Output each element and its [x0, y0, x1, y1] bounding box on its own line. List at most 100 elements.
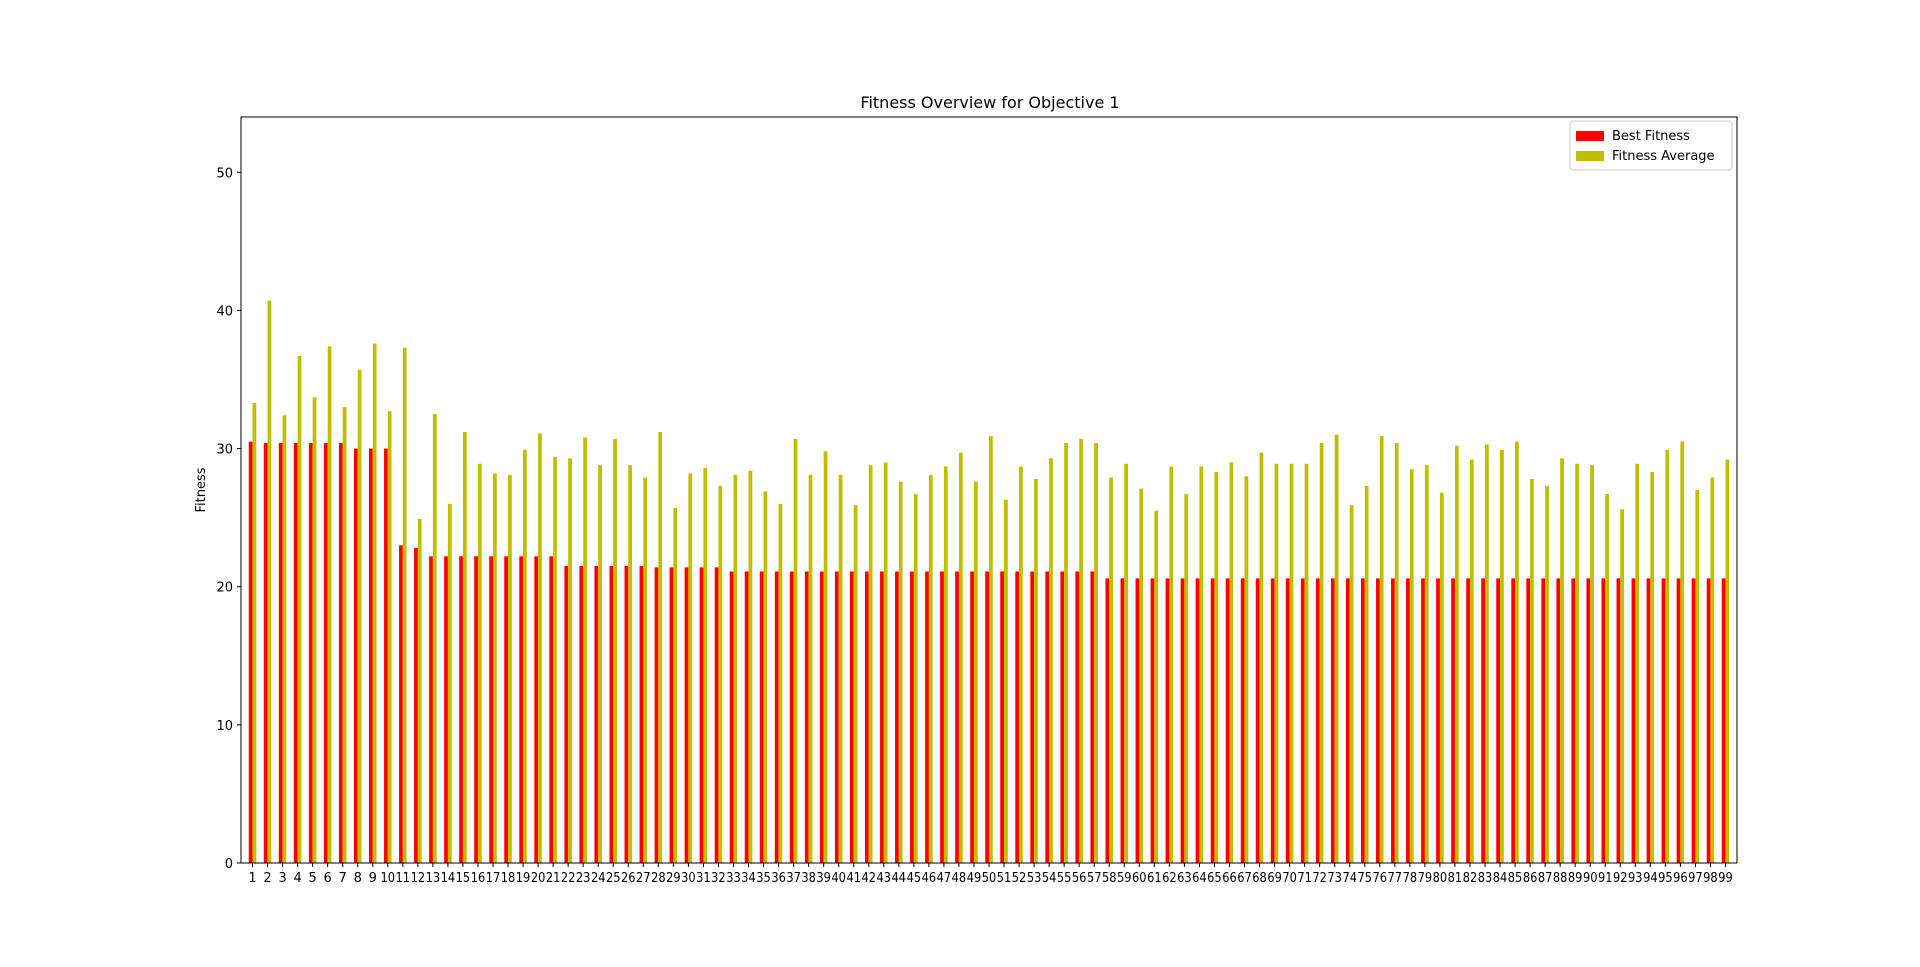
x-tick-label-78: 78	[1403, 871, 1418, 886]
bar-fitness-average-15	[462, 431, 467, 863]
x-tick-label-67: 67	[1237, 871, 1252, 886]
bar-fitness-average-90	[1590, 465, 1594, 863]
bar-fitness-average-21	[553, 456, 557, 863]
bar-fitness-average-94	[1650, 472, 1655, 863]
y-tick-label-50: 50	[216, 166, 233, 181]
bar-best-fitness-41	[849, 571, 854, 863]
bar-fitness-average-65	[1214, 472, 1219, 863]
bar-best-fitness-94	[1646, 578, 1651, 863]
bar-fitness-average-8	[357, 369, 362, 863]
bar-fitness-average-49	[973, 481, 978, 863]
bar-fitness-average-45	[913, 494, 918, 863]
x-tick-label-49: 49	[967, 871, 982, 886]
bar-best-fitness-11	[399, 545, 403, 863]
bar-best-fitness-6	[323, 443, 328, 863]
x-tick-label-25: 25	[606, 871, 621, 886]
bar-best-fitness-26	[624, 565, 629, 863]
bar-best-fitness-33	[729, 571, 734, 863]
x-tick-label-62: 62	[1162, 871, 1177, 886]
bar-fitness-average-79	[1424, 465, 1429, 863]
bar-fitness-average-36	[778, 503, 783, 863]
x-tick-label-1: 1	[248, 871, 256, 886]
bar-best-fitness-47	[940, 571, 944, 863]
bar-fitness-average-6	[327, 346, 332, 864]
x-tick-label-80: 80	[1433, 871, 1448, 886]
bar-best-fitness-80	[1436, 578, 1440, 863]
x-tick-label-71: 71	[1297, 871, 1312, 886]
x-tick-label-21: 21	[546, 871, 561, 886]
x-tick-label-40: 40	[831, 871, 846, 886]
bar-fitness-average-57	[1094, 443, 1098, 863]
x-tick-label-8: 8	[354, 871, 362, 886]
x-tick-label-95: 95	[1658, 871, 1673, 886]
bar-fitness-average-43	[883, 462, 888, 863]
bar-fitness-average-95	[1665, 449, 1670, 863]
x-tick-label-61: 61	[1147, 871, 1162, 886]
x-tick-label-39: 39	[816, 871, 831, 886]
bar-fitness-average-1	[252, 402, 257, 863]
bar-fitness-average-72	[1319, 443, 1324, 863]
bar-best-fitness-90	[1586, 578, 1591, 863]
x-tick-label-33: 33	[726, 871, 741, 886]
bar-fitness-average-46	[928, 474, 933, 863]
x-tick-label-36: 36	[771, 871, 786, 886]
bar-best-fitness-4	[293, 443, 298, 863]
x-tick-label-35: 35	[756, 871, 771, 886]
bar-fitness-average-23	[583, 437, 587, 863]
bar-fitness-average-97	[1695, 490, 1700, 863]
bar-best-fitness-32	[714, 567, 719, 863]
x-tick-label-68: 68	[1252, 871, 1267, 886]
bar-best-fitness-60	[1135, 578, 1140, 863]
x-tick-label-30: 30	[681, 871, 696, 886]
bar-fitness-average-54	[1049, 458, 1053, 863]
bar-best-fitness-89	[1571, 578, 1576, 863]
x-tick-label-52: 52	[1012, 871, 1027, 886]
bar-fitness-average-35	[763, 491, 768, 863]
x-tick-label-59: 59	[1117, 871, 1132, 886]
x-tick-label-83: 83	[1478, 871, 1493, 886]
bar-best-fitness-59	[1120, 578, 1125, 863]
bar-fitness-average-16	[477, 463, 482, 863]
x-tick-label-5: 5	[308, 871, 316, 886]
bar-fitness-average-52	[1019, 466, 1023, 863]
bar-fitness-average-12	[417, 519, 422, 863]
bar-best-fitness-67	[1240, 578, 1245, 863]
bar-fitness-average-88	[1560, 458, 1564, 863]
x-tick-label-42: 42	[861, 871, 876, 886]
bars-layer	[248, 300, 1730, 864]
bar-best-fitness-81	[1451, 578, 1455, 863]
bar-fitness-average-87	[1545, 485, 1549, 863]
bar-fitness-average-31	[703, 467, 708, 863]
x-tick-label-96: 96	[1673, 871, 1688, 886]
bar-fitness-average-38	[808, 474, 813, 863]
x-tick-label-73: 73	[1327, 871, 1342, 886]
bar-fitness-average-66	[1229, 462, 1234, 863]
bar-best-fitness-66	[1225, 578, 1230, 863]
bar-best-fitness-30	[684, 567, 689, 863]
x-tick-label-69: 69	[1267, 871, 1282, 886]
x-tick-label-11: 11	[396, 871, 411, 886]
y-tick-label-20: 20	[216, 581, 233, 596]
legend-label-fitness-average: Fitness Average	[1612, 149, 1715, 164]
bar-fitness-average-64	[1199, 466, 1204, 863]
bar-fitness-average-28	[658, 431, 663, 863]
bar-fitness-average-20	[538, 433, 542, 863]
bar-best-fitness-69	[1270, 578, 1275, 863]
bar-best-fitness-14	[444, 556, 448, 863]
bar-best-fitness-2	[263, 443, 268, 863]
bar-fitness-average-47	[943, 466, 948, 863]
bar-fitness-average-34	[748, 470, 753, 863]
bar-best-fitness-91	[1601, 578, 1606, 863]
bar-fitness-average-68	[1259, 452, 1264, 863]
x-tick-label-12: 12	[411, 871, 426, 886]
x-tick-label-94: 94	[1643, 871, 1658, 886]
bar-best-fitness-82	[1466, 578, 1470, 863]
x-tick-label-75: 75	[1357, 871, 1372, 886]
bar-fitness-average-29	[673, 507, 678, 863]
bar-best-fitness-40	[834, 571, 839, 863]
bar-fitness-average-48	[958, 452, 963, 863]
y-axis: 0 10 20 30 40 50	[216, 166, 241, 872]
bar-fitness-average-44	[898, 481, 903, 863]
bar-best-fitness-5	[308, 443, 313, 863]
